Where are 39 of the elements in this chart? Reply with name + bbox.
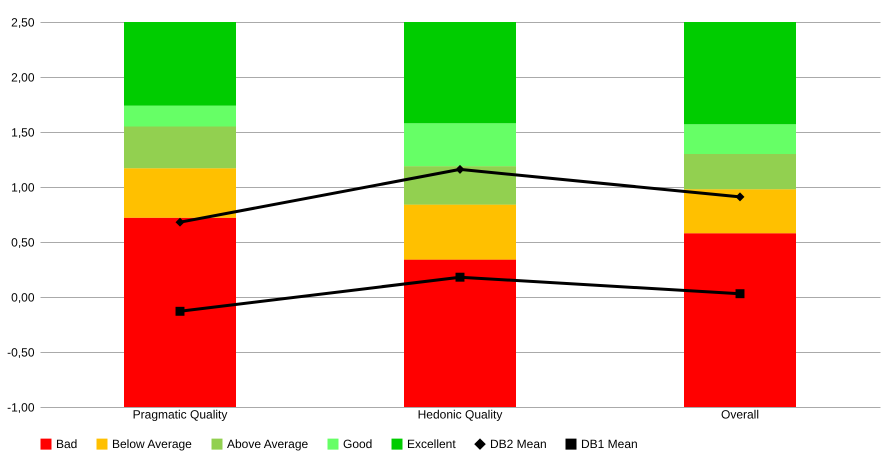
y-tick-label: -1,00 bbox=[7, 400, 35, 414]
legend-label: Excellent bbox=[407, 437, 456, 452]
x-tick-label: Hedonic Quality bbox=[418, 408, 502, 422]
bar bbox=[684, 124, 796, 154]
bar bbox=[124, 218, 236, 407]
legend-label: DB1 Mean bbox=[581, 437, 638, 452]
y-tick-label: 1,00 bbox=[11, 180, 35, 194]
y-tick-label: 2,00 bbox=[11, 70, 35, 84]
point bbox=[456, 164, 464, 174]
legend-label: Above Average bbox=[227, 437, 308, 452]
bar bbox=[124, 22, 236, 106]
legend-label: Good bbox=[343, 437, 372, 452]
bar bbox=[124, 106, 236, 126]
bar bbox=[404, 260, 516, 407]
point bbox=[176, 306, 184, 316]
bar bbox=[124, 168, 236, 218]
bar bbox=[684, 154, 796, 190]
bar bbox=[684, 233, 796, 407]
legend-label: Bad bbox=[56, 437, 78, 452]
y-tick-label: -0,50 bbox=[7, 346, 35, 360]
bar bbox=[124, 126, 236, 168]
bar bbox=[404, 22, 516, 124]
bar bbox=[684, 22, 796, 124]
y-tick-label: 0,50 bbox=[11, 236, 35, 250]
point bbox=[736, 289, 744, 298]
bar bbox=[404, 204, 516, 260]
legend-label: Below Average bbox=[112, 437, 192, 452]
x-tick-label: Overall bbox=[720, 408, 760, 422]
point bbox=[176, 218, 184, 227]
y-tick-label: 0,00 bbox=[11, 290, 35, 304]
y-tick-label: 1,50 bbox=[11, 126, 35, 140]
legend-label: DB2 Mean bbox=[490, 437, 547, 452]
bar bbox=[404, 123, 516, 166]
y-tick-label: 2,50 bbox=[11, 16, 35, 30]
point bbox=[456, 272, 464, 282]
bar bbox=[684, 189, 796, 234]
x-tick-label: Pragmatic Quality bbox=[132, 408, 228, 422]
bar bbox=[404, 166, 516, 205]
point bbox=[736, 192, 744, 202]
